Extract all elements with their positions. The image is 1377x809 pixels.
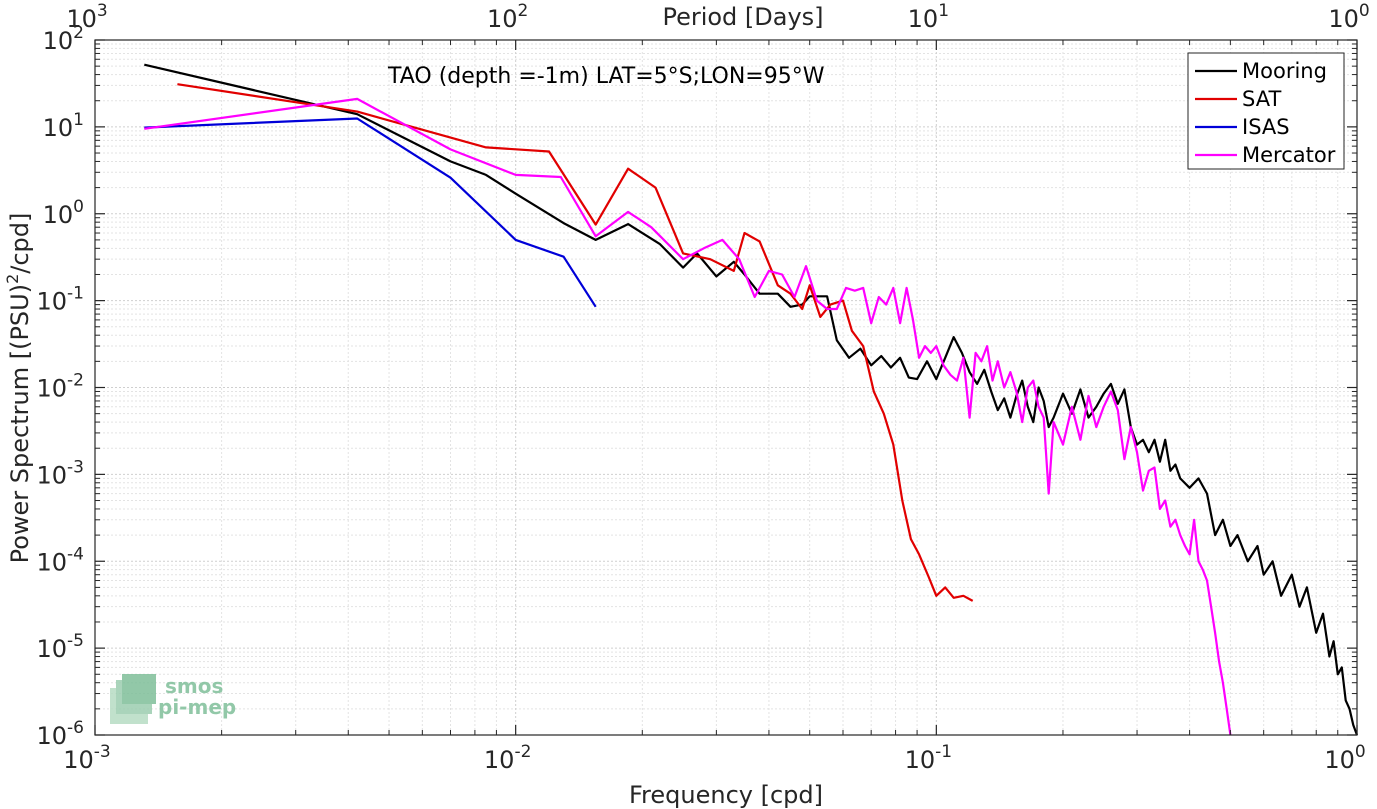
x-tick-label-base: 10	[1324, 746, 1355, 774]
logo-line-1: smos	[165, 674, 223, 698]
top-tick-label: 103	[66, 1, 107, 33]
legend: Mooring SAT ISAS Mercator	[1187, 52, 1345, 170]
series-layer	[144, 63, 1359, 736]
y-tick-label: 10-5	[37, 631, 85, 663]
legend-label-mooring: Mooring	[1242, 59, 1327, 83]
y-tick-label-base: 10	[37, 288, 68, 316]
series-line-mercator	[144, 97, 1232, 736]
x-tick-label-exp: -1	[935, 742, 952, 762]
y-tick-label-base: 10	[43, 114, 74, 142]
top-tick-label-exp: 0	[1359, 1, 1370, 21]
chart-title: TAO (depth =-1m) LAT=5°S;LON=95°W	[387, 64, 825, 89]
y-tick-label: 10-1	[37, 284, 85, 316]
legend-box	[1187, 52, 1345, 170]
top-tick-label: 101	[908, 1, 949, 33]
y-tick-label: 10-3	[37, 457, 85, 489]
y-tick-label: 10-4	[37, 544, 85, 576]
y-tick-label-base: 10	[43, 27, 74, 55]
y-axis-title-sup: 2	[3, 274, 22, 284]
y-tick-label-base: 10	[37, 635, 68, 663]
top-tick-label-base: 10	[908, 5, 939, 33]
series-line-sat	[177, 83, 974, 602]
y-tick-label: 10-6	[37, 718, 85, 750]
x-tick-label-exp: -2	[514, 742, 531, 762]
bottom-tick-labels: 10-3 10-2 10-1 100	[63, 742, 1365, 774]
y-tick-label-exp: -4	[67, 544, 84, 564]
y-tick-label-exp: -1	[67, 284, 84, 304]
y-tick-label-base: 10	[43, 201, 74, 229]
grid-major	[95, 40, 1357, 735]
y-axis-title: Power Spectrum [(PSU)2/cpd]	[3, 213, 34, 564]
x-tick-label-base: 10	[63, 746, 94, 774]
series-line-isas	[144, 117, 597, 308]
logo-tile-3	[122, 674, 156, 704]
top-axis-title: Period [Days]	[662, 3, 823, 31]
y-tick-label: 10-2	[37, 371, 85, 403]
y-tick-label: 101	[43, 110, 84, 142]
top-tick-label-base: 10	[66, 5, 97, 33]
top-tick-label-base: 10	[487, 5, 518, 33]
y-tick-label-exp: -2	[67, 371, 84, 391]
y-tick-label-exp: -6	[67, 718, 84, 738]
top-tick-label: 102	[487, 1, 528, 33]
top-tick-labels: 103 102 101 100	[66, 1, 1369, 33]
y-tick-label: 100	[43, 197, 84, 229]
x-tick-label: 10-3	[63, 742, 111, 774]
y-tick-label-exp: 0	[73, 197, 84, 217]
tick-marks	[94, 39, 1358, 736]
x-tick-label-base: 10	[905, 746, 936, 774]
y-tick-label: 102	[43, 23, 84, 55]
x-axis-title: Frequency [cpd]	[629, 781, 823, 809]
top-tick-label-exp: 3	[97, 1, 108, 21]
y-axis-title-main: Power Spectrum [(PSU)	[6, 284, 34, 563]
x-tick-label-base: 10	[484, 746, 515, 774]
x-tick-label: 10-2	[484, 742, 531, 774]
x-tick-label-exp: -3	[94, 742, 111, 762]
y-tick-label-base: 10	[37, 461, 68, 489]
top-tick-label: 100	[1328, 1, 1369, 33]
top-tick-label-exp: 2	[518, 1, 529, 21]
series-line-mooring	[144, 63, 1359, 736]
smos-pi-mep-logo: smos pi-mep	[110, 674, 236, 724]
top-tick-label-exp: 1	[938, 1, 949, 21]
y-tick-label-exp: 2	[73, 23, 84, 43]
legend-label-isas: ISAS	[1242, 115, 1290, 139]
legend-label-mercator: Mercator	[1242, 143, 1336, 167]
x-tick-label: 10-1	[905, 742, 953, 774]
legend-label-sat: SAT	[1242, 87, 1281, 111]
x-tick-label-exp: 0	[1355, 742, 1366, 762]
legend-entries: Mooring SAT ISAS Mercator	[1195, 59, 1336, 167]
y-tick-label-base: 10	[37, 722, 68, 750]
x-tick-label: 100	[1324, 742, 1365, 774]
y-tick-label-exp: -5	[67, 631, 84, 651]
y-tick-label-exp: -3	[67, 457, 84, 477]
y-tick-label-base: 10	[37, 548, 68, 576]
logo-line-2: pi-mep	[158, 695, 236, 719]
y-tick-label-exp: 1	[73, 110, 84, 130]
top-tick-label-base: 10	[1328, 5, 1359, 33]
y-axis-title-tail: /cpd]	[6, 213, 34, 274]
y-tick-label-base: 10	[37, 375, 68, 403]
